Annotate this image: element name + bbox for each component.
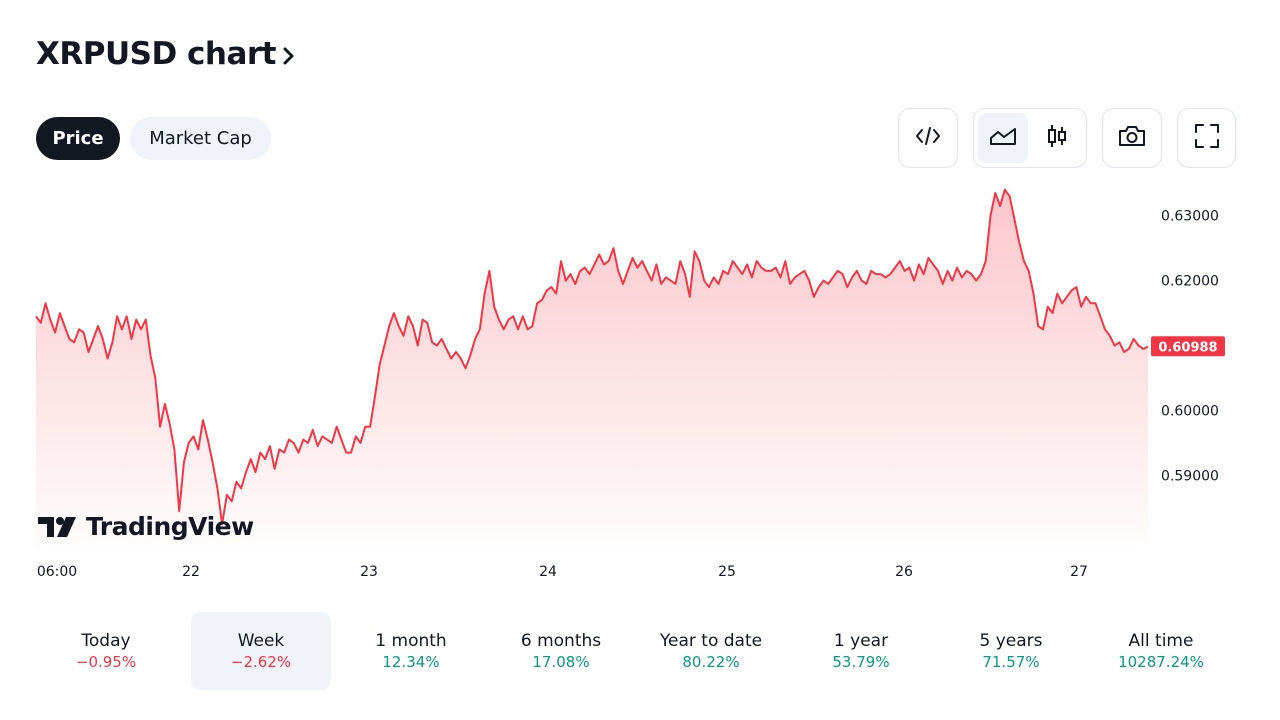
last-price-label: 0.60988: [1151, 336, 1225, 357]
price-series-line: [35, 188, 1149, 525]
period-1-year[interactable]: 1 year 53.79%: [791, 612, 931, 690]
period-change: 80.22%: [682, 653, 740, 671]
period-year-to-date[interactable]: Year to date 80.22%: [641, 612, 781, 690]
candles-icon: [1046, 123, 1068, 153]
area-chart-button[interactable]: [978, 113, 1028, 163]
period-change: 10287.24%: [1118, 653, 1204, 671]
chart-title-text: XRPUSD chart: [36, 36, 277, 72]
period-1-month[interactable]: 1 month 12.34%: [341, 612, 481, 690]
period-change: 71.57%: [982, 653, 1040, 671]
snapshot-button[interactable]: [1102, 108, 1162, 168]
period-label: All time: [1128, 631, 1194, 651]
y-tick-label: 0.60000: [1161, 403, 1219, 419]
page-title[interactable]: XRPUSD chart: [36, 34, 296, 74]
last-price-value: 0.60988: [1158, 340, 1217, 355]
embed-button[interactable]: [898, 108, 958, 168]
tab-market-cap-label: Market Cap: [149, 128, 252, 149]
tab-market-cap[interactable]: Market Cap: [130, 117, 271, 160]
period-5-years[interactable]: 5 years 71.57%: [941, 612, 1081, 690]
x-tick-label: 24: [539, 564, 557, 580]
y-tick-label: 0.63000: [1161, 209, 1219, 225]
y-tick-label: 0.62000: [1161, 274, 1219, 290]
performance-periods: Today −0.95% Week −2.62% 1 month 12.34% …: [36, 612, 1236, 690]
period-all-time[interactable]: All time 10287.24%: [1091, 612, 1231, 690]
area-chart-icon: [989, 125, 1017, 151]
x-tick-label: 06:00: [37, 564, 77, 580]
tradingview-wordmark: TradingView: [86, 512, 254, 541]
period-label: Today: [81, 631, 131, 651]
period-label: 1 month: [375, 631, 447, 651]
period-6-months[interactable]: 6 months 17.08%: [491, 612, 631, 690]
period-change: −0.95%: [75, 653, 137, 671]
chevron-right-icon: [282, 38, 296, 74]
period-change: −2.62%: [230, 653, 292, 671]
period-label: Year to date: [659, 631, 763, 651]
price-area-fill: [36, 189, 1148, 550]
fullscreen-icon: [1194, 123, 1220, 153]
tradingview-logo: TradingView: [38, 512, 254, 541]
x-tick-label: 27: [1070, 564, 1088, 580]
period-label: 5 years: [979, 631, 1043, 651]
period-today[interactable]: Today −0.95%: [36, 612, 176, 690]
fullscreen-button[interactable]: [1177, 108, 1236, 168]
period-label: 6 months: [520, 631, 602, 651]
tab-price-label: Price: [52, 128, 104, 149]
x-tick-label: 23: [360, 564, 378, 580]
tradingview-logo-icon: [38, 516, 76, 537]
period-week[interactable]: Week −2.62%: [191, 612, 331, 690]
x-tick-label: 26: [895, 564, 913, 580]
period-label: 1 year: [833, 631, 889, 651]
code-icon: [915, 125, 941, 151]
x-tick-label: 22: [182, 564, 200, 580]
period-label: Week: [237, 631, 285, 651]
camera-icon: [1117, 124, 1147, 152]
period-change: 17.08%: [532, 653, 590, 671]
tab-price[interactable]: Price: [36, 117, 120, 160]
y-tick-label: 0.59000: [1161, 468, 1219, 484]
chart-type-switcher: [973, 108, 1087, 168]
x-tick-label: 25: [718, 564, 736, 580]
candles-chart-button[interactable]: [1032, 113, 1082, 163]
period-change: 53.79%: [832, 653, 890, 671]
period-change: 12.34%: [382, 653, 440, 671]
price-chart[interactable]: 0.63000 0.62000 0.60000 0.59000 06:00 22 23 24…: [0, 180, 1280, 590]
